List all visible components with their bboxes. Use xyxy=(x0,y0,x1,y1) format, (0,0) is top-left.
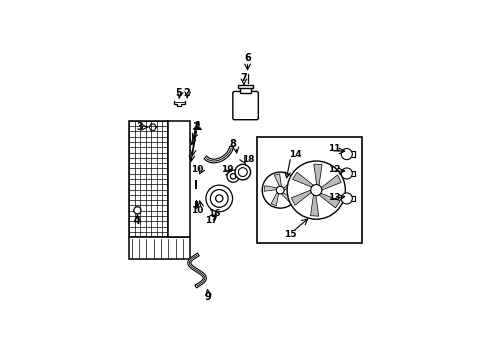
Bar xyxy=(240,86,251,93)
Text: 10: 10 xyxy=(191,165,203,174)
Polygon shape xyxy=(321,175,342,190)
Text: 7: 7 xyxy=(241,73,247,83)
Polygon shape xyxy=(274,174,281,186)
Text: 18: 18 xyxy=(242,155,255,164)
Text: 8: 8 xyxy=(230,139,237,149)
Circle shape xyxy=(341,193,352,204)
Circle shape xyxy=(341,149,352,159)
Text: 10: 10 xyxy=(191,206,203,215)
Bar xyxy=(257,138,362,243)
Bar xyxy=(168,121,190,237)
Circle shape xyxy=(311,185,322,196)
Polygon shape xyxy=(314,164,322,185)
Bar xyxy=(129,237,190,260)
Polygon shape xyxy=(291,190,311,205)
Text: 13: 13 xyxy=(328,193,341,202)
Text: 9: 9 xyxy=(205,292,212,302)
Polygon shape xyxy=(281,193,294,203)
Bar xyxy=(238,85,253,88)
Circle shape xyxy=(210,190,228,207)
Text: 12: 12 xyxy=(328,165,341,174)
Text: 6: 6 xyxy=(244,53,251,63)
Text: 19: 19 xyxy=(221,165,234,174)
Text: 4: 4 xyxy=(134,216,141,226)
Polygon shape xyxy=(293,172,314,187)
Text: 1: 1 xyxy=(193,122,200,132)
Polygon shape xyxy=(284,180,295,190)
Circle shape xyxy=(134,207,141,214)
Text: 1: 1 xyxy=(195,121,202,131)
Circle shape xyxy=(341,168,352,179)
Text: 3: 3 xyxy=(136,122,143,132)
Circle shape xyxy=(276,186,284,194)
Circle shape xyxy=(262,172,298,208)
Circle shape xyxy=(230,174,236,179)
Polygon shape xyxy=(264,186,277,191)
Text: 5: 5 xyxy=(176,88,182,98)
Polygon shape xyxy=(271,192,279,206)
Circle shape xyxy=(287,161,345,219)
Text: 16: 16 xyxy=(208,209,221,218)
Text: 15: 15 xyxy=(284,230,296,239)
Circle shape xyxy=(238,168,247,176)
Circle shape xyxy=(216,195,223,202)
Circle shape xyxy=(206,185,233,212)
Polygon shape xyxy=(311,195,319,216)
Text: 11: 11 xyxy=(328,144,341,153)
Text: 2: 2 xyxy=(183,88,190,98)
Text: 14: 14 xyxy=(289,150,301,158)
Circle shape xyxy=(227,170,239,183)
Polygon shape xyxy=(319,193,340,208)
Circle shape xyxy=(235,164,250,180)
Text: 17: 17 xyxy=(205,216,218,225)
Bar xyxy=(129,121,168,237)
FancyBboxPatch shape xyxy=(233,91,258,120)
